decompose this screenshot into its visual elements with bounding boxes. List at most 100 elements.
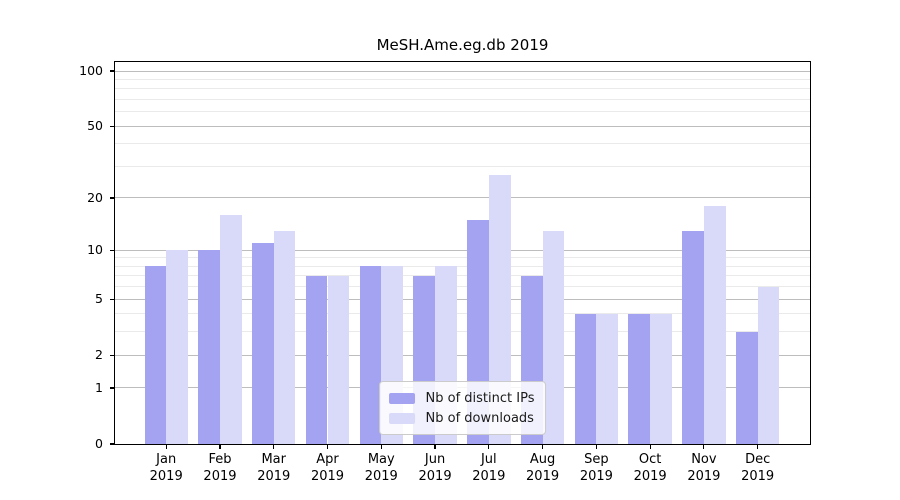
x-tick-jul bbox=[488, 444, 490, 449]
x-tick-label-apr: Apr 2019 bbox=[298, 451, 358, 485]
legend-label-downloads: Nb of downloads bbox=[425, 410, 534, 426]
gridline-minor-8 bbox=[115, 265, 810, 267]
legend-swatch-distinct-ips bbox=[388, 392, 415, 404]
x-tick-year-dec: 2019 bbox=[741, 469, 775, 484]
chart-title: MeSH.Ame.eg.db 2019 bbox=[376, 36, 549, 54]
y-tick-0 bbox=[110, 443, 115, 445]
x-tick-aug bbox=[541, 444, 544, 449]
legend-label-distinct-ips: Nb of distinct IPs bbox=[425, 390, 535, 406]
gridline-minor-4 bbox=[115, 313, 810, 315]
y-tick-label-100: 100 bbox=[79, 63, 103, 79]
x-tick-label-mar: Mar 2019 bbox=[244, 451, 304, 485]
x-tick-year-nov: 2019 bbox=[687, 469, 721, 484]
gridline-minor-60 bbox=[115, 111, 810, 113]
bar-distinct-ips-jan bbox=[144, 266, 167, 444]
y-tick-50 bbox=[110, 125, 115, 127]
y-tick-label-5: 5 bbox=[95, 291, 103, 307]
x-tick-month-may: May bbox=[367, 452, 395, 467]
x-tick-month-jun: Jun bbox=[424, 452, 446, 467]
y-tick-1 bbox=[110, 387, 115, 389]
gridline-minor-3 bbox=[115, 331, 810, 333]
x-tick-label-dec: Dec 2019 bbox=[728, 451, 788, 485]
bar-downloads-sep bbox=[596, 313, 619, 444]
x-tick-year-may: 2019 bbox=[364, 469, 398, 484]
y-tick-label-20: 20 bbox=[87, 189, 103, 205]
x-tick-oct bbox=[649, 444, 651, 449]
x-tick-month-jan: Jan bbox=[156, 452, 177, 467]
plot-area: Nb of distinct IPs Nb of downloads bbox=[115, 62, 810, 444]
x-tick-year-jan: 2019 bbox=[149, 469, 183, 484]
x-tick-label-jan: Jan 2019 bbox=[136, 451, 196, 485]
y-tick-100 bbox=[110, 70, 115, 72]
x-tick-mar bbox=[273, 444, 275, 449]
bar-downloads-jan bbox=[166, 250, 188, 444]
legend-entry-downloads: Nb of downloads bbox=[388, 408, 535, 428]
bar-distinct-ips-feb bbox=[198, 250, 220, 444]
x-tick-feb bbox=[219, 444, 221, 449]
x-tick-year-feb: 2019 bbox=[203, 469, 237, 484]
legend-swatch-downloads bbox=[388, 412, 415, 424]
bar-distinct-ips-nov bbox=[682, 230, 704, 444]
gridline-minor-80 bbox=[115, 88, 810, 90]
x-tick-sep bbox=[595, 444, 597, 449]
x-tick-month-apr: Apr bbox=[316, 452, 339, 467]
bar-distinct-ips-dec bbox=[735, 331, 758, 444]
y-tick-label-50: 50 bbox=[87, 118, 103, 134]
y-tick-10 bbox=[110, 249, 115, 251]
bar-downloads-dec bbox=[757, 286, 780, 444]
x-tick-label-nov: Nov 2019 bbox=[674, 451, 734, 485]
gridline-minor-6 bbox=[115, 286, 810, 288]
x-tick-label-aug: Aug 2019 bbox=[513, 451, 573, 485]
x-tick-month-dec: Dec bbox=[745, 452, 771, 467]
y-tick-5 bbox=[110, 298, 115, 300]
y-tick-label-10: 10 bbox=[87, 242, 103, 258]
gridline-major-20 bbox=[115, 197, 810, 199]
x-tick-jan bbox=[165, 444, 167, 449]
gridline-minor-40 bbox=[115, 143, 810, 145]
x-tick-month-mar: Mar bbox=[261, 452, 286, 467]
bar-downloads-nov bbox=[703, 206, 726, 444]
bar-downloads-jul bbox=[488, 174, 511, 444]
x-tick-year-jun: 2019 bbox=[418, 469, 452, 484]
gridline-minor-90 bbox=[115, 78, 810, 80]
gridline-minor-7 bbox=[115, 275, 810, 277]
gridline-minor-9 bbox=[115, 257, 810, 259]
y-tick-2 bbox=[110, 354, 115, 356]
gridline-major-50 bbox=[115, 125, 810, 127]
x-tick-month-oct: Oct bbox=[638, 452, 662, 467]
x-tick-dec bbox=[757, 444, 759, 449]
legend: Nb of distinct IPs Nb of downloads bbox=[378, 381, 547, 435]
bar-distinct-ips-apr bbox=[305, 275, 328, 444]
x-tick-year-oct: 2019 bbox=[633, 469, 667, 484]
x-tick-label-feb: Feb 2019 bbox=[190, 451, 250, 485]
gridline-major-10 bbox=[115, 249, 810, 251]
x-tick-may bbox=[380, 444, 382, 449]
x-tick-year-jul: 2019 bbox=[472, 469, 506, 484]
x-tick-month-sep: Sep bbox=[584, 452, 609, 467]
bar-distinct-ips-mar bbox=[252, 243, 274, 444]
x-tick-year-mar: 2019 bbox=[257, 469, 291, 484]
bar-distinct-ips-oct bbox=[628, 313, 651, 444]
y-tick-label-0: 0 bbox=[95, 436, 103, 451]
bar-distinct-ips-may bbox=[359, 266, 382, 444]
x-tick-label-jul: Jul 2019 bbox=[459, 451, 519, 485]
x-tick-jun bbox=[434, 444, 436, 449]
y-tick-label-1: 1 bbox=[95, 379, 103, 395]
legend-entry-distinct-ips: Nb of distinct IPs bbox=[388, 388, 535, 408]
x-tick-nov bbox=[703, 444, 705, 449]
bar-distinct-ips-sep bbox=[574, 313, 597, 444]
gridline-major-100 bbox=[115, 70, 810, 72]
bar-downloads-aug bbox=[542, 230, 565, 444]
x-tick-month-feb: Feb bbox=[208, 452, 232, 467]
x-tick-label-sep: Sep 2019 bbox=[566, 451, 626, 485]
gridline-major-5 bbox=[115, 298, 810, 300]
x-tick-label-jun: Jun 2019 bbox=[405, 451, 465, 485]
bar-downloads-mar bbox=[273, 230, 296, 444]
x-tick-month-nov: Nov bbox=[691, 452, 717, 467]
x-tick-month-jul: Jul bbox=[480, 452, 497, 467]
gridline-major-2 bbox=[115, 354, 810, 356]
bar-downloads-feb bbox=[219, 215, 242, 444]
x-tick-year-apr: 2019 bbox=[310, 469, 345, 484]
x-tick-label-may: May 2019 bbox=[351, 451, 411, 485]
x-tick-year-sep: 2019 bbox=[579, 469, 613, 484]
